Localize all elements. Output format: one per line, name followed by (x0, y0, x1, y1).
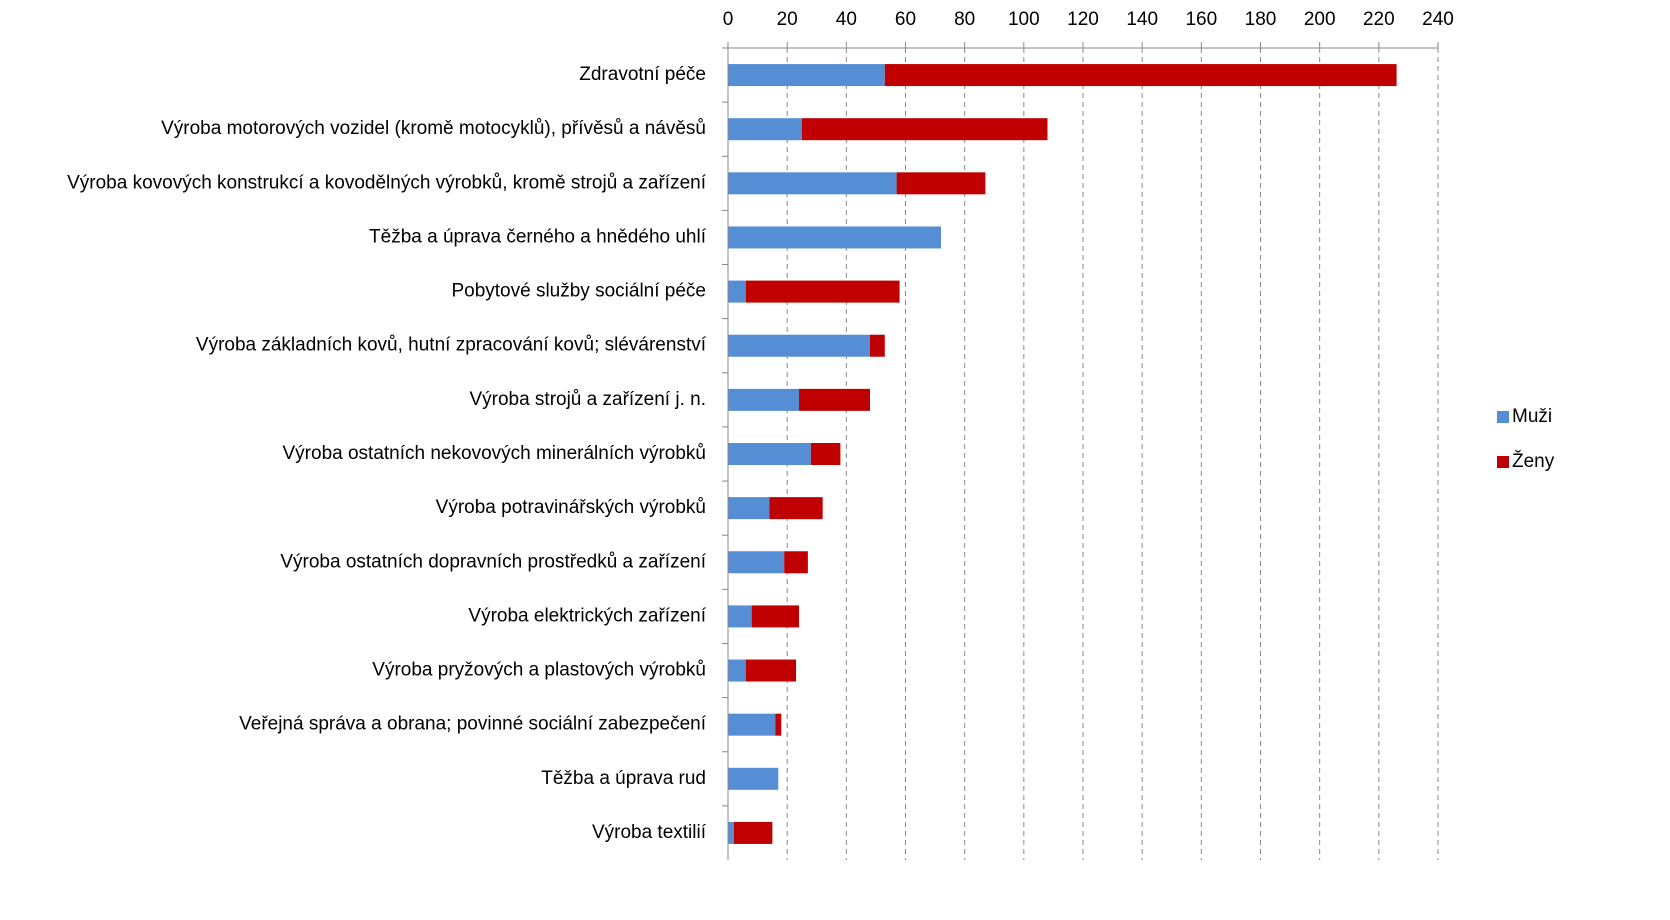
x-tick-label: 20 (777, 9, 798, 30)
y-tick-label: Výroba textilií (592, 822, 707, 843)
y-tick-label: Výroba základních kovů, hutní zpracování… (196, 335, 707, 356)
legend-label: Ženy (1512, 450, 1555, 472)
x-tick-label: 220 (1363, 9, 1395, 30)
bar (745, 280, 900, 303)
y-tick-label: Zdravotní péče (579, 64, 706, 85)
bar (884, 64, 1397, 87)
bar (728, 821, 734, 844)
bar (728, 713, 776, 736)
bar (896, 172, 986, 195)
bar (728, 605, 752, 628)
y-tick-label: Výroba potravinářských výrobků (436, 497, 706, 518)
x-tick-label: 100 (1008, 9, 1040, 30)
bar (870, 334, 885, 357)
bar (728, 767, 779, 790)
bar (728, 388, 799, 411)
bar (728, 118, 802, 141)
x-tick-label: 240 (1422, 9, 1454, 30)
y-tick-label: Výroba motorových vozidel (kromě motocyk… (161, 118, 706, 139)
bar (784, 551, 808, 574)
bar (769, 497, 823, 520)
bar (728, 497, 770, 520)
y-tick-label: Výroba ostatních dopravních prostředků a… (280, 551, 706, 572)
bar (728, 334, 870, 357)
bar (733, 821, 773, 844)
y-tick-label: Pobytové služby sociální péče (451, 281, 706, 302)
x-tick-label: 80 (954, 9, 975, 30)
bar (810, 443, 841, 465)
x-tick-label: 160 (1185, 9, 1217, 30)
legend-label: Muži (1512, 406, 1552, 427)
bar (728, 659, 746, 682)
y-tick-label: Výroba strojů a zařízení j. n. (469, 389, 706, 410)
bar (728, 172, 897, 195)
y-tick-label: Veřejná správa a obrana; povinné sociáln… (239, 714, 707, 735)
bar (728, 443, 811, 465)
bar (745, 659, 797, 682)
bar (728, 551, 785, 574)
x-tick-label: 0 (723, 9, 734, 30)
bar (728, 226, 941, 249)
bar (728, 280, 746, 303)
bar (799, 388, 870, 411)
x-tick-label: 40 (836, 9, 857, 30)
x-tick-label: 140 (1126, 9, 1158, 30)
bar (775, 713, 782, 736)
bar (801, 118, 1048, 141)
y-tick-label: Výroba elektrických zařízení (468, 605, 706, 626)
x-tick-label: 120 (1067, 9, 1099, 30)
bar (728, 64, 885, 87)
y-tick-label: Výroba ostatních nekovových minerálních … (283, 443, 707, 464)
y-tick-label: Výroba pryžových a plastových výrobků (372, 660, 706, 681)
y-tick-label: Výroba kovových konstrukcí a kovodělných… (67, 172, 707, 193)
legend-swatch (1497, 456, 1509, 468)
y-tick-label: Těžba a úprava černého a hnědého uhlí (369, 226, 707, 247)
legend-swatch (1497, 411, 1509, 423)
y-tick-label: Těžba a úprava rud (541, 768, 706, 789)
bar (751, 605, 799, 628)
x-tick-label: 180 (1245, 9, 1277, 30)
x-tick-label: 60 (895, 9, 916, 30)
x-tick-label: 200 (1304, 9, 1336, 30)
